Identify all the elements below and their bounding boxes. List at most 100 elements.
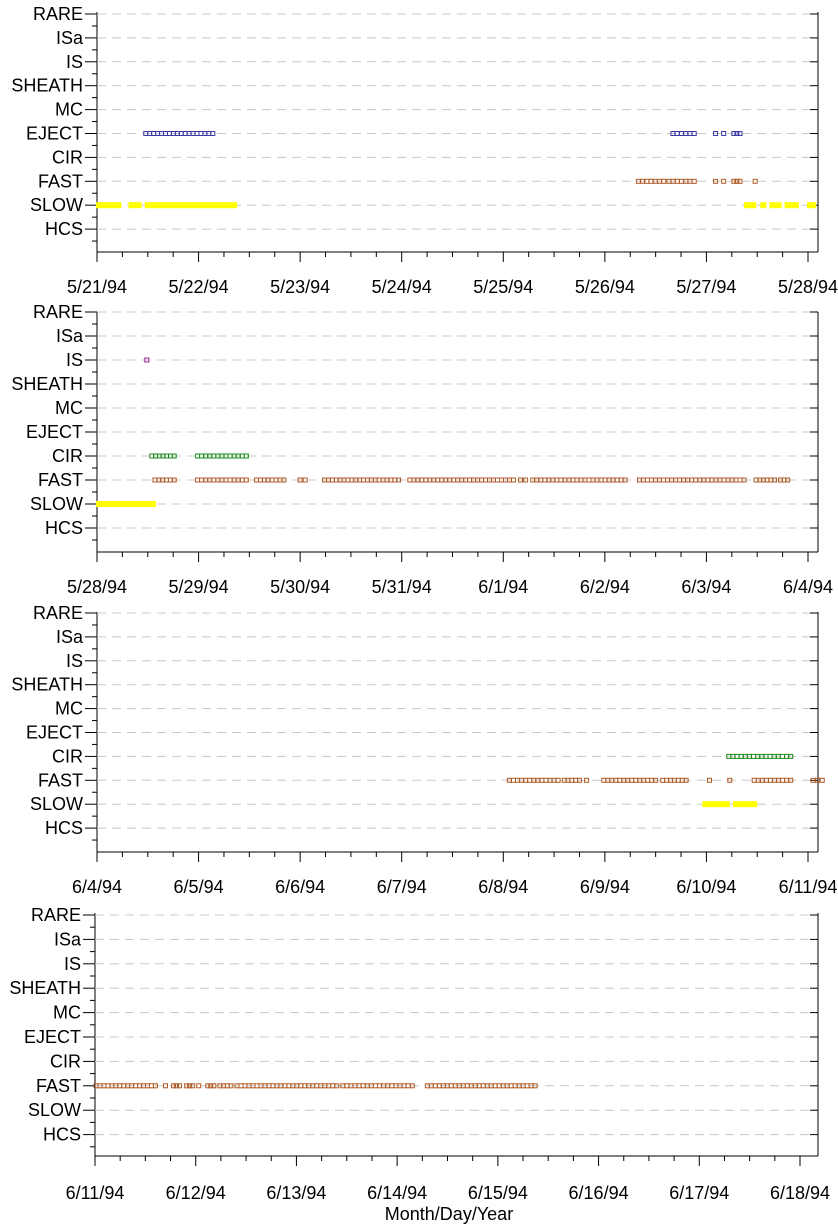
data-point-fast [523, 477, 529, 483]
x-axis-title: Month/Day/Year [385, 1204, 513, 1224]
data-point-eject [713, 131, 719, 136]
data-point-fast [174, 1083, 180, 1089]
series-cir [726, 753, 794, 759]
date-tick-label: 6/13/94 [266, 1183, 326, 1203]
data-bar-slow [702, 801, 730, 808]
data-point-fast [195, 477, 201, 483]
category-label-eject: EJECT [24, 1027, 81, 1047]
date-tick-label: 5/24/94 [372, 277, 432, 297]
data-point-fast [407, 477, 413, 483]
data-point-eject [734, 131, 740, 136]
category-label-is: IS [66, 651, 83, 671]
date-tick-label: 6/6/94 [275, 877, 325, 897]
data-point-fast [661, 477, 667, 483]
data-point-fast [576, 777, 582, 783]
data-point-fast [737, 178, 743, 184]
data-point-fast [510, 777, 516, 783]
category-label-eject: EJECT [26, 124, 83, 144]
data-point-fast [751, 777, 757, 783]
data-point-fast [691, 178, 697, 184]
data-point-fast [683, 777, 689, 783]
data-point-cir [211, 453, 217, 459]
data-point-eject [731, 131, 737, 136]
data-point-fast [815, 777, 821, 783]
data-point-eject [151, 131, 157, 136]
category-label-hcs: HCS [45, 518, 83, 538]
date-tick-label: 5/29/94 [169, 577, 229, 597]
category-label-fast: FAST [38, 770, 83, 790]
data-point-fast [133, 1083, 139, 1089]
data-point-fast [555, 777, 561, 783]
category-label-cir: CIR [50, 1051, 81, 1071]
data-point-fast [228, 1083, 234, 1089]
data-point-eject [721, 131, 727, 136]
data-point-fast [243, 477, 249, 483]
data-bar-slow [96, 501, 156, 507]
date-tick-label: 6/12/94 [166, 1183, 226, 1203]
category-label-fast: FAST [38, 171, 83, 191]
data-point-fast [508, 1083, 514, 1089]
panel-4: RARE ISa IS SHEATH MC EJECT CIR FAST SLOW HCS 6/11… [9, 905, 830, 1203]
category-label-mc: MC [55, 100, 83, 120]
data-point-fast [644, 477, 650, 483]
data-point-fast [601, 777, 607, 783]
data-point-fast [171, 477, 177, 483]
data-point-cir [243, 453, 249, 459]
data-point-fast [721, 178, 727, 184]
date-tick-label: 5/21/94 [67, 277, 127, 297]
data-bar-slow [760, 202, 767, 209]
data-point-fast [409, 1083, 415, 1089]
data-bar-slow [96, 202, 122, 209]
date-tick-label: 5/23/94 [270, 277, 330, 297]
category-label-slow: SLOW [30, 195, 83, 215]
data-point-fast [372, 1083, 378, 1089]
data-point-fast [810, 777, 816, 783]
panel-3: RARE ISa IS SHEATH MC EJECT CIR FAST SLOW HCS 6/4/… [11, 603, 837, 897]
date-tick-label: 6/1/94 [478, 577, 528, 597]
data-bar-slow [732, 801, 758, 808]
date-tick-label: 6/15/94 [468, 1183, 528, 1203]
data-point-fast [518, 477, 524, 483]
data-point-cir [227, 453, 233, 459]
category-label-is: IS [66, 350, 83, 370]
category-label-sheath: SHEATH [9, 978, 81, 998]
data-point-fast [780, 777, 786, 783]
data-point-fast [227, 477, 233, 483]
panels-layer: RARE ISa IS SHEATH MC EJECT CIR FAST SLOW HCS 5/21… [9, 4, 838, 1203]
category-label-isa: ISa [56, 326, 84, 346]
series-fast [152, 477, 791, 483]
category-label-rare: RARE [33, 4, 83, 24]
date-tick-label: 6/7/94 [377, 877, 427, 897]
date-tick-label: 6/5/94 [174, 877, 224, 897]
category-label-eject: EJECT [26, 723, 83, 743]
data-point-fast [187, 1083, 193, 1089]
date-tick-label: 6/2/94 [580, 577, 630, 597]
data-point-fast [706, 777, 712, 783]
category-label-mc: MC [55, 699, 83, 719]
data-point-fast [584, 777, 590, 783]
data-point-fast [653, 777, 659, 783]
data-point-fast [302, 477, 308, 483]
data-point-fast [767, 777, 773, 783]
category-label-hcs: HCS [43, 1125, 81, 1145]
date-tick-label: 6/8/94 [478, 877, 528, 897]
data-point-fast [148, 1083, 154, 1089]
date-tick-label: 5/27/94 [676, 277, 736, 297]
category-label-rare: RARE [33, 302, 83, 322]
category-label-mc: MC [53, 1003, 81, 1023]
category-label-isa: ISa [56, 28, 84, 48]
category-label-cir: CIR [52, 446, 83, 466]
series-is [144, 357, 150, 363]
data-point-fast [532, 1083, 538, 1089]
data-point-fast [622, 477, 628, 483]
data-point-fast [510, 477, 516, 483]
data-point-eject [210, 131, 216, 136]
data-point-fast [238, 1083, 244, 1089]
data-point-fast [524, 1083, 530, 1089]
data-point-fast [752, 178, 758, 184]
data-point-fast [785, 477, 791, 483]
date-tick-label: 6/9/94 [580, 877, 630, 897]
data-point-fast [771, 477, 777, 483]
data-bar-slow [784, 202, 799, 209]
category-label-mc: MC [55, 398, 83, 418]
